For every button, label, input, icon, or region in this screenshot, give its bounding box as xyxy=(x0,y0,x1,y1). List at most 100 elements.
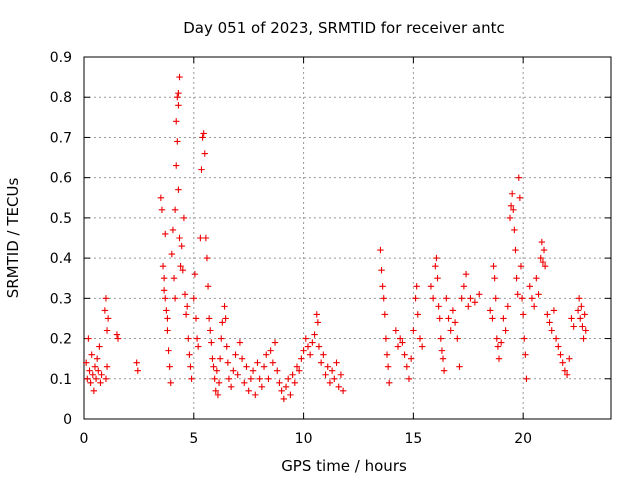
data-point xyxy=(285,375,292,382)
data-point xyxy=(491,275,498,282)
data-point xyxy=(541,262,549,270)
data-point xyxy=(186,351,193,358)
data-point xyxy=(489,315,496,322)
data-point xyxy=(91,363,99,370)
data-point xyxy=(209,355,216,362)
data-point xyxy=(563,371,571,378)
data-point xyxy=(218,335,225,342)
data-point xyxy=(535,291,542,298)
data-point xyxy=(252,391,259,399)
data-point xyxy=(548,327,555,334)
x-tick-label: 15 xyxy=(404,431,422,447)
data-point xyxy=(407,355,415,362)
x-axis-label: GPS time / hours xyxy=(281,457,407,475)
data-points xyxy=(82,73,589,403)
data-point xyxy=(254,359,261,366)
data-point xyxy=(521,335,528,342)
plot-frame xyxy=(83,56,612,420)
data-point xyxy=(103,327,111,334)
data-point xyxy=(90,387,98,395)
data-point xyxy=(160,275,168,282)
data-point xyxy=(443,295,450,302)
data-point xyxy=(378,266,385,274)
data-point xyxy=(381,311,389,318)
data-point xyxy=(92,375,100,382)
data-point xyxy=(193,335,201,342)
data-point xyxy=(557,351,564,358)
data-point xyxy=(432,262,439,270)
data-point xyxy=(429,295,437,302)
data-point xyxy=(494,343,502,350)
data-point xyxy=(538,238,546,246)
data-point xyxy=(222,315,229,322)
data-point xyxy=(570,323,577,330)
data-point xyxy=(230,367,237,374)
data-point xyxy=(512,246,519,254)
data-point xyxy=(298,355,305,362)
data-point xyxy=(87,379,94,386)
data-point xyxy=(159,262,167,270)
data-point xyxy=(416,335,424,342)
data-point xyxy=(540,246,548,254)
data-point xyxy=(213,367,221,374)
data-point xyxy=(164,327,171,334)
data-point xyxy=(326,379,334,386)
data-point xyxy=(208,339,215,346)
data-point xyxy=(490,262,497,270)
data-point xyxy=(171,295,179,302)
data-point xyxy=(89,371,96,378)
data-point xyxy=(133,359,140,366)
data-point xyxy=(191,271,199,278)
data-point xyxy=(114,335,122,342)
y-tick-label: 0.5 xyxy=(50,211,72,227)
data-point xyxy=(215,379,223,386)
data-point xyxy=(386,379,393,386)
data-point xyxy=(96,343,103,350)
data-point xyxy=(236,339,244,346)
y-tick-label: 0.1 xyxy=(50,372,72,388)
data-point xyxy=(201,150,208,157)
data-point xyxy=(232,351,239,358)
data-point xyxy=(320,351,327,358)
data-point xyxy=(302,335,309,342)
data-point xyxy=(561,367,569,374)
data-point xyxy=(158,206,166,214)
data-point xyxy=(546,319,553,326)
data-point xyxy=(187,363,194,370)
data-point xyxy=(280,395,288,403)
data-point xyxy=(210,363,217,370)
data-point xyxy=(179,266,187,274)
data-point xyxy=(98,371,105,378)
data-point xyxy=(202,234,210,242)
data-point xyxy=(181,291,189,298)
data-point xyxy=(322,371,329,378)
data-point xyxy=(293,363,301,370)
data-point xyxy=(410,327,417,334)
data-point xyxy=(462,271,470,278)
data-point xyxy=(178,242,185,250)
data-point xyxy=(134,367,141,374)
data-point xyxy=(173,162,180,169)
data-point xyxy=(447,327,454,334)
data-point xyxy=(164,315,171,322)
data-point xyxy=(97,379,104,386)
data-point xyxy=(550,307,558,314)
data-point xyxy=(383,351,391,358)
data-point xyxy=(207,327,214,334)
data-point xyxy=(533,275,540,282)
data-point xyxy=(456,363,463,370)
data-point xyxy=(238,355,246,362)
data-point xyxy=(203,254,211,262)
data-point xyxy=(579,323,586,330)
data-point xyxy=(437,335,445,342)
data-point xyxy=(471,299,479,306)
data-point xyxy=(394,343,402,350)
data-point xyxy=(513,275,520,282)
data-point xyxy=(168,250,176,258)
data-point xyxy=(101,307,109,314)
data-point xyxy=(282,383,290,391)
data-point xyxy=(502,327,509,334)
data-point xyxy=(199,134,206,141)
data-point xyxy=(306,351,314,358)
data-point xyxy=(211,375,218,382)
